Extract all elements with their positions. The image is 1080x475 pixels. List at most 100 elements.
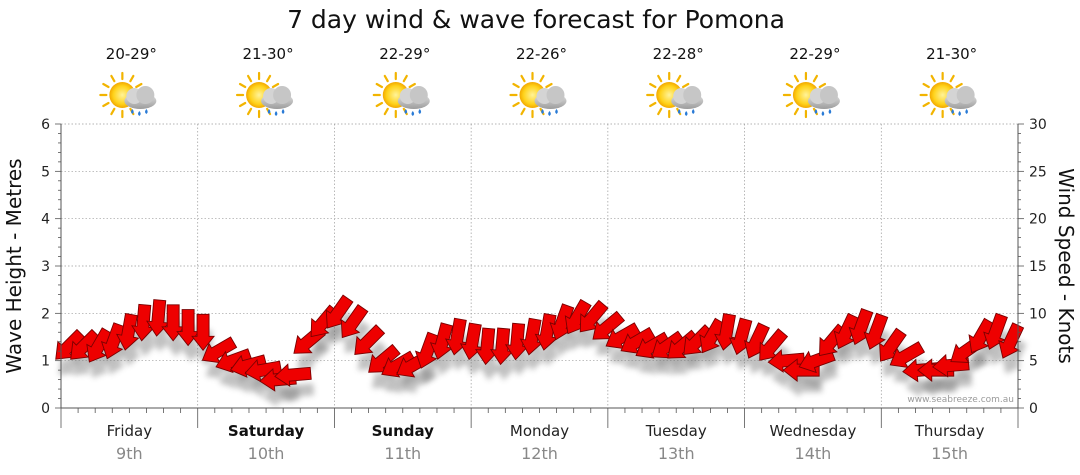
wind-arrow (244, 359, 283, 383)
sun-ray (238, 101, 247, 108)
sun-ray (539, 74, 545, 83)
wind-arrow (833, 312, 860, 350)
rain-drop (404, 109, 408, 114)
wind-arrow (429, 322, 454, 360)
rain-drop (691, 109, 695, 114)
temperature-range: 22-26° (516, 45, 567, 63)
sun-ray (246, 107, 253, 116)
wind-arrow (534, 312, 559, 351)
cloud-puff (136, 86, 155, 104)
sun-ray (512, 82, 520, 89)
sun-ray (520, 74, 526, 83)
wind-arrow (274, 363, 312, 388)
right-tick-label: 30 (1029, 117, 1047, 133)
wind-arrow (201, 336, 238, 364)
sun-ray (383, 107, 389, 116)
right-tick-label: 10 (1029, 306, 1047, 322)
rain-drop (145, 109, 148, 114)
right-tick-label: 5 (1029, 354, 1038, 370)
partly-cloudy-rain-icon (919, 71, 977, 119)
wind-arrow (983, 312, 1008, 350)
sun-ray (102, 82, 110, 89)
rain-drop (965, 109, 968, 114)
wind-arrow (354, 324, 386, 355)
wind-arrow (86, 327, 114, 363)
left-tick-label: 4 (41, 212, 50, 228)
wind-arrow (592, 310, 626, 340)
wind-arrow-shadow (277, 380, 315, 403)
rain-drop (281, 109, 285, 114)
sun-ray (818, 82, 827, 89)
cloud-puff (273, 86, 292, 104)
wind-arrow (414, 331, 440, 369)
left-tick-label: 3 (41, 259, 50, 275)
left-tick-label: 6 (41, 117, 50, 133)
wind-arrow (759, 328, 789, 361)
sun-ray (922, 82, 930, 89)
rain-drop (951, 109, 954, 114)
cloud-puff (409, 86, 428, 104)
credit-text: www.seabreeze.com.au (907, 395, 1014, 405)
rain-drop (814, 109, 818, 114)
day-name-label: Sunday (372, 422, 435, 440)
day-date-label: 11th (384, 444, 421, 463)
day-name-label: Friday (107, 422, 153, 440)
sun-ray (402, 74, 408, 83)
sun-ray (545, 82, 553, 89)
sun-ray (955, 82, 963, 89)
left-tick-label: 2 (41, 306, 50, 322)
rain-drop (821, 111, 825, 116)
wind-arrow (519, 317, 544, 356)
sun-ray (246, 74, 253, 83)
day-name-label: Saturday (228, 422, 305, 440)
right-tick-label: 15 (1029, 259, 1047, 275)
partly-cloudy-rain-icon (235, 71, 294, 119)
wind-arrow (651, 330, 686, 359)
rain-drop (677, 109, 681, 114)
wind-arrow (863, 312, 889, 350)
temperature-range: 22-29° (789, 45, 840, 63)
sun-ray (512, 101, 520, 108)
day-labels: Friday 9th Saturday 10th Sunday 11th Monday 12t… (107, 422, 985, 463)
wind-arrow (667, 329, 700, 359)
wind-arrow (340, 303, 369, 339)
sun-ray (922, 101, 930, 108)
right-axis-ticks: 0 5 10 15 20 25 30 (1029, 117, 1047, 417)
temperature-range: 20-29° (106, 45, 157, 63)
sun-ray (129, 74, 135, 83)
partly-cloudy-rain-icon (99, 71, 157, 119)
sun-ray (657, 107, 663, 116)
day-date-label: 15th (931, 444, 968, 463)
sun-ray (812, 74, 819, 83)
sun-ray (375, 101, 384, 108)
sun-ray (271, 82, 280, 89)
rain-drop (958, 111, 961, 116)
wind-arrow (889, 341, 926, 369)
wind-arrow-shadow (1001, 338, 1027, 375)
wind-arrow (191, 313, 215, 351)
sun-ray (949, 74, 955, 83)
temperature-range: 21-30° (243, 45, 294, 63)
sun-ray (375, 82, 384, 89)
rain-drop (131, 109, 134, 114)
partly-cloudy-rain-icon (782, 71, 840, 119)
sun-ray (657, 74, 663, 83)
rain-drop (684, 111, 688, 116)
day-date-label: 9th (116, 444, 143, 463)
wind-arrow (699, 317, 727, 354)
day-date-label: 10th (248, 444, 285, 463)
rain-drop (541, 109, 544, 114)
sun-ray (383, 74, 389, 83)
wind-arrow (998, 322, 1025, 359)
sun-ray (520, 107, 526, 116)
left-tick-label: 1 (41, 354, 50, 370)
day-name-label: Wednesday (770, 422, 857, 440)
left-tick-label: 5 (41, 164, 50, 180)
cloud-puff (956, 86, 975, 104)
wind-arrow (131, 303, 155, 342)
sun-ray (793, 107, 800, 116)
sun-ray (930, 74, 936, 83)
cloud-puff (546, 86, 565, 104)
rain-drop (418, 109, 422, 114)
day-name-label: Thursday (914, 422, 985, 440)
